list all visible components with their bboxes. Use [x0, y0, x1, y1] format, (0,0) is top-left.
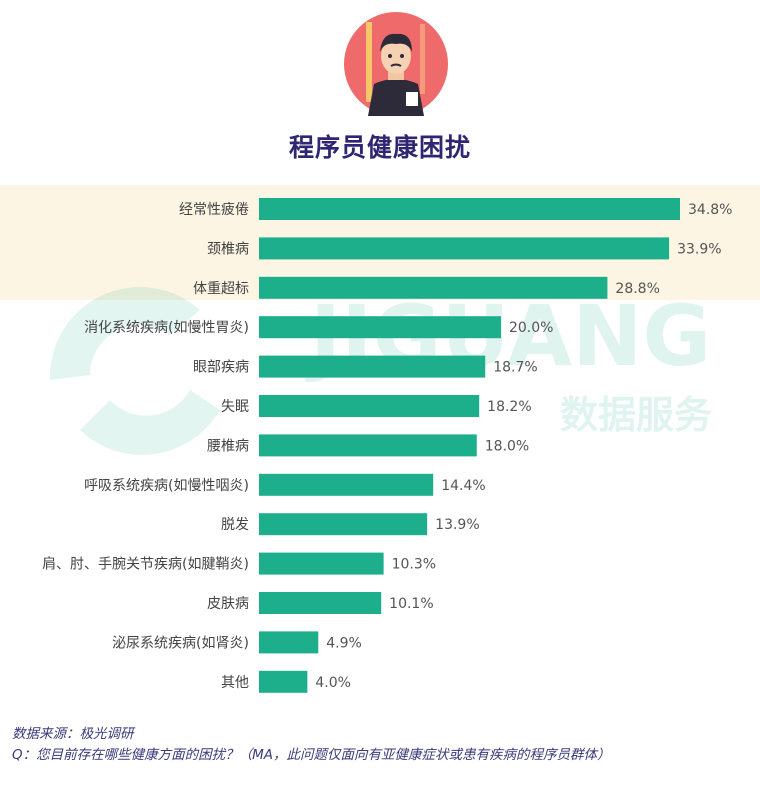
category-label: 颈椎病: [207, 241, 249, 257]
watermark-cn: 数据服务: [560, 393, 712, 437]
value-label: 28.8%: [615, 281, 659, 297]
value-label: 34.8%: [688, 202, 732, 218]
value-label: 18.2%: [487, 399, 531, 415]
value-label: 20.0%: [509, 320, 553, 336]
bar: [259, 513, 428, 536]
chart-title: 程序员健康困扰: [288, 133, 471, 162]
value-label: 4.0%: [315, 675, 351, 691]
category-label: 肩、肘、手腕关节疾病(如腱鞘炎): [42, 557, 249, 573]
category-label: 泌尿系统疾病(如肾炎): [112, 635, 249, 651]
bar: [259, 395, 480, 417]
value-label: 10.3%: [392, 557, 436, 573]
category-label: 呼吸系统疾病(如慢性咽炎): [84, 477, 249, 494]
value-label: 13.9%: [435, 517, 479, 533]
programmer-avatar: [344, 12, 448, 116]
bar: [259, 631, 319, 654]
category-label: 腰椎病: [207, 438, 249, 454]
bar: [259, 592, 382, 614]
value-label: 18.0%: [485, 438, 529, 454]
footer-source: 数据来源：极光调研: [12, 726, 134, 742]
bar: [259, 316, 501, 339]
footer-question: Q：您目前存在哪些健康方面的困扰？（MA，此问题仅面向有亚健康症状或患有疾病的程…: [12, 747, 611, 763]
category-label: 皮肤病: [207, 596, 249, 612]
value-label: 33.9%: [677, 241, 721, 257]
value-label: 18.7%: [493, 360, 537, 376]
bar: [259, 237, 670, 260]
bar: [259, 276, 608, 299]
category-label: 眼部疾病: [193, 360, 249, 376]
bar: [259, 473, 434, 496]
bar: [259, 355, 486, 378]
value-label: 10.1%: [389, 596, 433, 612]
category-label: 消化系统疾病(如慢性胃炎): [84, 319, 249, 336]
bar: [259, 670, 308, 693]
bar: [259, 434, 477, 457]
bar: [259, 198, 680, 220]
footer: 数据来源：极光调研 Q：您目前存在哪些健康方面的困扰？（MA，此问题仅面向有亚健…: [12, 724, 611, 766]
category-label: 体重超标: [193, 281, 249, 297]
value-label: 14.4%: [441, 478, 485, 494]
category-label: 失眠: [221, 399, 249, 415]
bar: [259, 552, 384, 575]
value-label: 4.9%: [326, 635, 362, 651]
category-label: 其他: [221, 675, 249, 691]
category-label: 脱发: [221, 517, 249, 533]
category-label: 经常性疲倦: [179, 201, 249, 218]
